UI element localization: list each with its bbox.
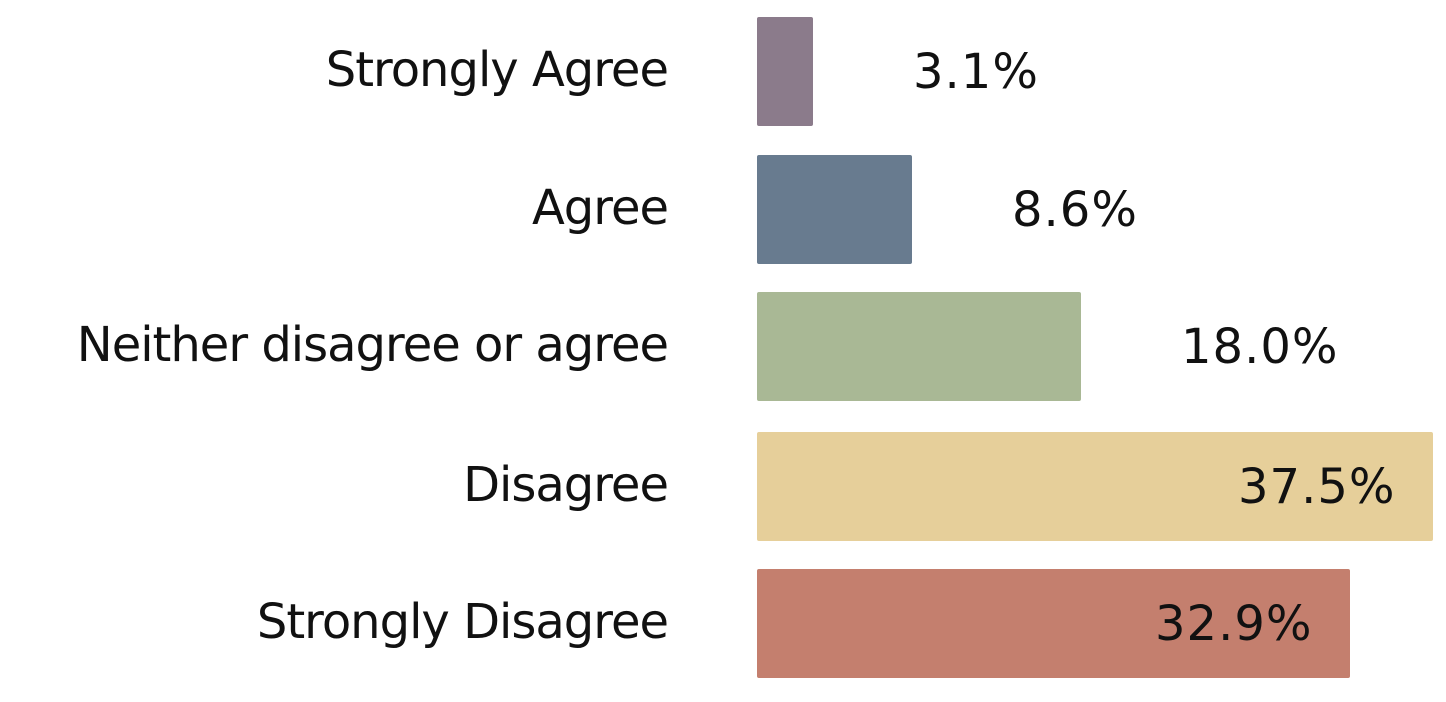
bar <box>757 432 1433 541</box>
category-label: Strongly Disagree <box>256 593 669 650</box>
value-label: 37.5% <box>1238 458 1396 515</box>
bar <box>757 155 912 264</box>
value-label: 32.9% <box>1155 595 1313 652</box>
category-label: Disagree <box>463 456 669 513</box>
bar <box>757 292 1081 401</box>
bar <box>757 17 813 126</box>
value-label: 3.1% <box>913 43 1039 100</box>
category-label: Strongly Agree <box>325 41 669 98</box>
bar <box>757 569 1350 678</box>
value-label: 18.0% <box>1181 318 1339 375</box>
category-label: Neither disagree or agree <box>76 316 669 373</box>
category-label: Agree <box>531 179 669 236</box>
value-label: 8.6% <box>1012 181 1138 238</box>
